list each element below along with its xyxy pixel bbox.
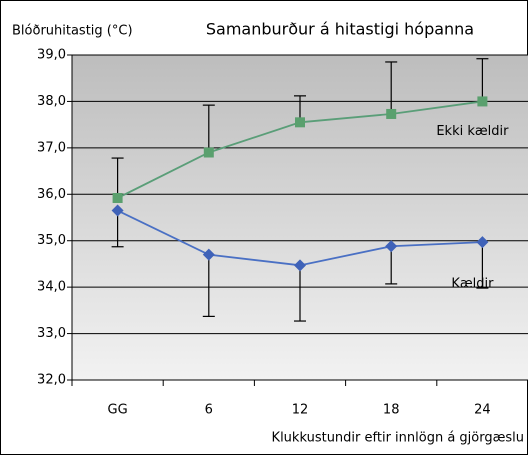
y-tick-label: 34,0 <box>37 280 66 295</box>
x-axis-label: Klukkustundir eftir innlögn á gjörgæslu <box>272 431 524 446</box>
x-tick-label: 18 <box>383 403 400 418</box>
y-tick-label: 32,0 <box>37 373 66 388</box>
x-tick-label: GG <box>108 403 128 418</box>
series-label: Ekki kældir <box>436 124 509 139</box>
series-label: Kældir <box>451 277 494 292</box>
marker <box>386 108 397 119</box>
y-tick-label: 35,0 <box>37 233 66 248</box>
y-axis-label: Blóðruhitastig (°C) <box>12 24 133 39</box>
y-tick-label: 36,0 <box>37 187 66 202</box>
marker <box>112 193 123 203</box>
chart-title: Samanburður á hitastigi hópanna <box>206 20 474 39</box>
y-tick-label: 38,0 <box>37 94 66 109</box>
marker <box>385 240 398 253</box>
x-tick-label: 6 <box>205 403 213 418</box>
y-tick-label: 33,0 <box>37 326 66 341</box>
marker <box>295 117 305 128</box>
marker <box>111 204 124 217</box>
marker <box>476 236 489 249</box>
marker <box>202 248 215 261</box>
x-tick-label: 12 <box>292 403 309 418</box>
marker <box>294 259 306 272</box>
x-tick-label: 24 <box>474 403 491 418</box>
y-tick-label: 39,0 <box>37 48 66 63</box>
y-tick-label: 37,0 <box>37 140 66 155</box>
marker <box>477 96 488 107</box>
marker <box>203 147 214 158</box>
